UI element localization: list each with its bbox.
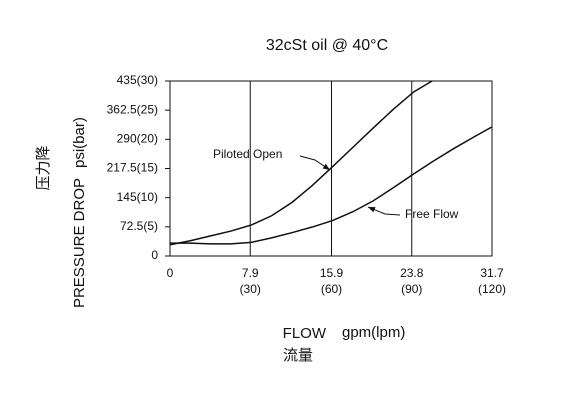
x-tick-label: 7.9 (30) [239, 266, 261, 296]
label-arrow [299, 155, 331, 171]
x-axis-unit: gpm(lpm) [342, 324, 405, 341]
y-tick-label: 72.5(5) [120, 219, 158, 233]
y-tick-label: 0 [151, 248, 158, 262]
series-label: Piloted Open [213, 147, 282, 161]
y-tick-label: 145(10) [117, 190, 158, 204]
x-tick-label: 23.8 (90) [400, 266, 424, 296]
chart-title: 32cSt oil @ 40°C [266, 37, 388, 54]
y-axis-label-cn: 压力降 [35, 145, 52, 190]
y-tick-label: 435(30) [117, 73, 158, 87]
y-axis-label: PRESSURE DROP [71, 178, 88, 308]
x-axis-label-cn: 流量 [283, 347, 313, 364]
x-tick-label: 0 [166, 266, 174, 280]
y-axis-unit: psi(bar) [71, 117, 88, 168]
x-tick-label: 31.7 (120) [477, 266, 506, 296]
label-arrow [367, 206, 401, 216]
x-axis-label: FLOW [283, 325, 327, 342]
y-tick-label: 362.5(25) [107, 102, 158, 116]
y-tick-label: 290(20) [117, 132, 158, 146]
y-tick-label: 217.5(15) [107, 161, 158, 175]
series-line [170, 126, 493, 245]
series-line [169, 80, 433, 246]
series-label: Free Flow [405, 207, 459, 221]
x-tick-label: 15.9 (60) [319, 266, 344, 296]
